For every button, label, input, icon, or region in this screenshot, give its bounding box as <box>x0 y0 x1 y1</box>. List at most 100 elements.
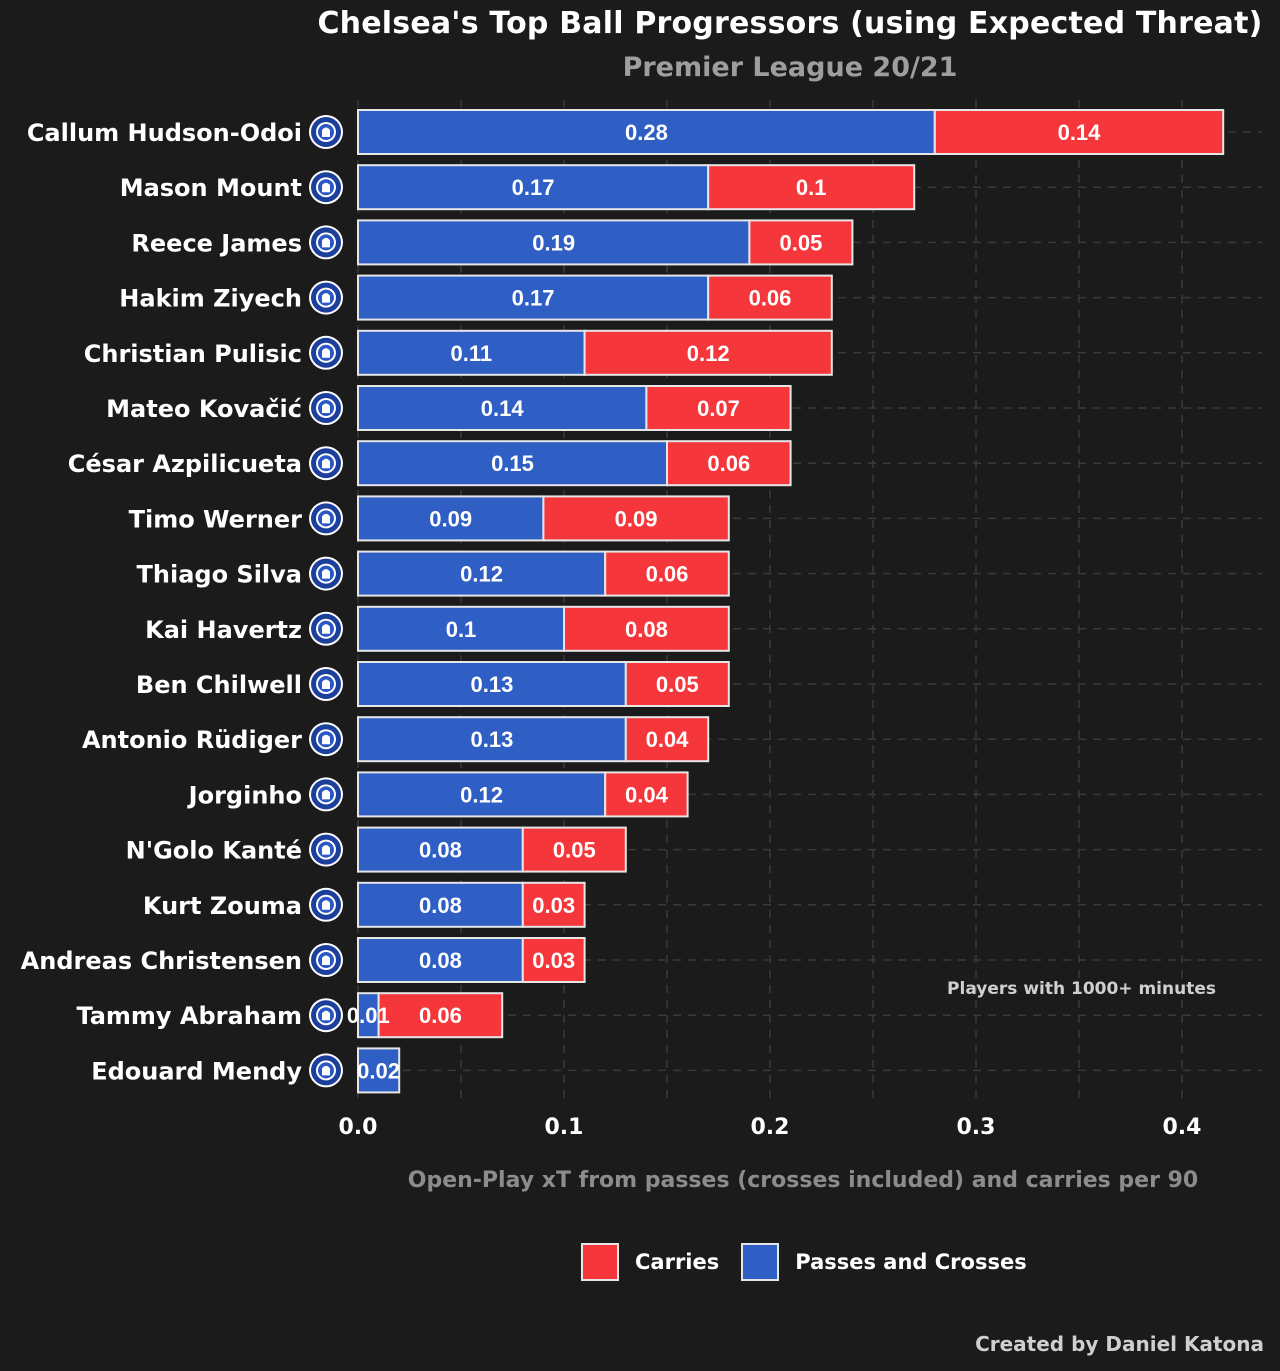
bar-passes <box>357 826 524 873</box>
y-tick-label: Kai Havertz <box>145 616 302 644</box>
bar-carries <box>583 329 833 376</box>
y-tick-label: Mateo Kovačić <box>106 395 302 423</box>
data-label-carries: 0.14 <box>1058 120 1102 145</box>
chelsea-crest-icon <box>309 722 343 757</box>
data-label-passes: 0.19 <box>532 230 575 255</box>
data-label-carries: 0.04 <box>646 727 690 752</box>
data-label-carries: 0.1 <box>796 175 827 200</box>
data-label-carries: 0.07 <box>697 396 740 421</box>
y-tick-label: Reece James <box>131 229 302 257</box>
chelsea-crest-icon <box>309 556 343 591</box>
bar-passes <box>357 495 545 542</box>
y-tick-label: Ben Chilwell <box>136 671 302 699</box>
bar-passes <box>357 605 565 652</box>
bar-passes <box>357 109 936 155</box>
bar-passes <box>357 661 627 707</box>
y-tick-label: Antonio Rüdiger <box>82 726 302 754</box>
legend: Carries Passes and Crosses <box>581 1241 1049 1283</box>
legend-label-passes: Passes and Crosses <box>795 1250 1027 1274</box>
bar-carries <box>521 937 586 983</box>
data-label-passes: 0.02 <box>357 1058 400 1083</box>
legend-swatch-carries <box>581 1243 619 1281</box>
data-label-passes: 0.12 <box>460 562 503 587</box>
x-tick-label: 0.3 <box>957 1115 996 1140</box>
y-tick-label: Kurt Zouma <box>143 892 302 920</box>
y-tick-label: Edouard Mendy <box>91 1057 302 1085</box>
data-label-carries: 0.08 <box>625 617 668 642</box>
bar-carries <box>604 550 730 597</box>
bar-passes <box>357 385 648 431</box>
data-label-carries: 0.06 <box>707 451 750 476</box>
data-label-carries: 0.03 <box>532 948 575 973</box>
bar-passes <box>357 274 710 321</box>
data-label-carries: 0.06 <box>419 1003 462 1028</box>
y-tick-label: Mason Mount <box>120 174 302 202</box>
chelsea-crest-icon <box>309 832 343 867</box>
bar-carries <box>624 661 730 707</box>
bar-passes <box>357 1047 401 1094</box>
y-tick-label: Hakim Ziyech <box>119 285 302 313</box>
data-label-carries: 0.05 <box>656 672 699 697</box>
chelsea-crest-icon <box>309 611 343 646</box>
y-tick-label: Andreas Christensen <box>21 947 302 975</box>
bar-carries <box>666 440 792 487</box>
annotation-note: Players with 1000+ minutes <box>947 979 1216 999</box>
data-label-passes: 0.15 <box>491 451 534 476</box>
bar-carries <box>542 495 730 542</box>
chelsea-crest-icon <box>309 777 343 812</box>
bar-passes <box>357 164 710 211</box>
bar-carries <box>933 109 1225 155</box>
bar-carries <box>707 274 833 321</box>
x-tick-label: 0.0 <box>339 1115 378 1140</box>
data-label-passes: 0.11 <box>450 341 492 366</box>
data-label-passes: 0.14 <box>481 396 525 421</box>
chelsea-crest-icon <box>309 391 343 425</box>
chelsea-crest-icon <box>309 170 343 205</box>
legend-swatch-passes <box>741 1243 780 1281</box>
data-label-passes: 0.1 <box>446 617 477 642</box>
chart-title: Chelsea's Top Ball Progressors (using Ex… <box>317 6 1263 41</box>
bar-carries <box>624 716 710 763</box>
chelsea-crest-icon <box>309 225 343 260</box>
y-tick-label: Thiago Silva <box>137 561 302 589</box>
bar-carries <box>748 219 854 266</box>
data-label-passes: 0.13 <box>470 672 513 697</box>
y-tick-label: Tammy Abraham <box>76 1002 302 1030</box>
chelsea-crest-icon <box>309 943 343 977</box>
bar-passes <box>357 771 607 818</box>
data-label-carries: 0.06 <box>646 562 689 587</box>
data-label-carries: 0.12 <box>687 341 730 366</box>
data-label-passes: 0.08 <box>419 893 462 918</box>
data-label-carries: 0.05 <box>779 230 822 255</box>
x-tick-label: 0.1 <box>545 1115 584 1140</box>
bar-passes <box>357 937 524 983</box>
chelsea-crest-icon <box>309 115 343 149</box>
data-label-passes: 0.13 <box>470 727 513 752</box>
chelsea-crest-icon <box>309 887 343 922</box>
bar-carries <box>604 771 689 818</box>
data-label-passes: 0.08 <box>419 948 462 973</box>
data-label-passes: 0.01 <box>347 1003 390 1028</box>
y-tick-label: Jorginho <box>187 781 302 809</box>
data-label-passes: 0.08 <box>419 838 462 863</box>
data-label-carries: 0.05 <box>553 838 596 863</box>
bar-carries <box>521 826 627 873</box>
data-label-passes: 0.17 <box>512 286 555 311</box>
legend-item-carries: Carries <box>581 1243 719 1281</box>
chelsea-crest-icon <box>309 335 343 370</box>
y-tick-label: Timo Werner <box>129 505 303 533</box>
chelsea-crest-icon <box>309 667 343 701</box>
chelsea-crest-icon <box>309 446 343 481</box>
data-label-passes: 0.12 <box>460 782 503 807</box>
bar-carries <box>707 164 916 211</box>
y-tick-label: Christian Pulisic <box>84 340 302 368</box>
x-tick-label: 0.2 <box>751 1115 790 1140</box>
data-label-carries: 0.06 <box>749 286 792 311</box>
chelsea-crest-icon <box>309 998 343 1033</box>
legend-label-carries: Carries <box>635 1250 720 1274</box>
y-tick-label: Callum Hudson-Odoi <box>27 119 302 147</box>
bar-carries <box>563 605 730 652</box>
bar-passes <box>357 716 627 763</box>
bar-passes <box>357 550 607 597</box>
